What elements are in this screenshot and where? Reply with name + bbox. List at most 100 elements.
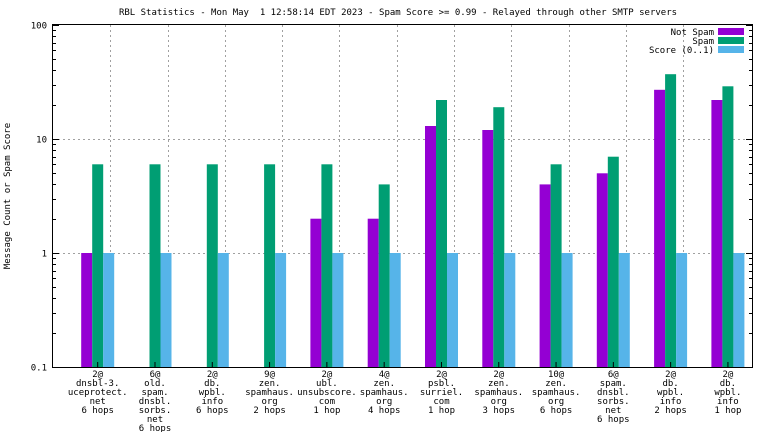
x-tick-label: spamhaus. [360, 388, 409, 398]
x-tick-label: 1 hop [428, 406, 455, 416]
x-tick-label: 6 hops [139, 424, 172, 432]
x-tick-label: spam. [600, 379, 627, 389]
bar-score-0-1 [447, 253, 458, 367]
x-tick-label: 9@ [264, 370, 275, 380]
bar-not-spam [425, 126, 436, 367]
x-tick-label: zen. [259, 379, 281, 389]
x-tick-label: dnsbl-3. [76, 379, 119, 389]
x-tick-label: zen. [488, 379, 510, 389]
x-tick-label: wpbl. [199, 388, 226, 398]
bar-not-spam [596, 173, 608, 367]
x-tick-label: org [548, 397, 564, 407]
bar-spam [149, 164, 161, 367]
y-tick-label: 10 [36, 136, 47, 146]
bar-score-0-1 [618, 253, 630, 367]
x-tick-label: ubl. [316, 379, 338, 389]
x-tick-label: 2@ [92, 370, 103, 380]
bar-spam [264, 164, 276, 367]
x-tick-label: db. [204, 379, 220, 389]
x-tick-label: uceprotect. [68, 388, 128, 398]
bar-score-0-1 [217, 253, 229, 367]
x-tick-label: 4@ [379, 370, 390, 380]
y-tick-label: 100 [31, 22, 47, 32]
y-tick-label: 0.1 [31, 364, 47, 374]
x-tick-label: info [201, 397, 223, 407]
x-tick-label: 1 hop [313, 406, 340, 416]
x-tick-label: net [605, 406, 621, 416]
x-tick-label: com [433, 397, 449, 407]
x-tick-label: sorbs. [597, 397, 630, 407]
y-tick-label: 1 [42, 250, 47, 260]
x-tick-label: 6 hops [597, 415, 630, 425]
bar-score-0-1 [275, 253, 287, 367]
plot-frame [52, 24, 753, 368]
x-tick-label: dnsbl. [139, 397, 172, 407]
x-tick-label: 6 hops [196, 406, 229, 416]
bar-score-0-1 [561, 253, 573, 367]
x-tick-label: 6 hops [81, 406, 114, 416]
bar-score-0-1 [733, 253, 745, 367]
bar-not-spam [310, 218, 322, 367]
x-tick-label: old. [144, 379, 166, 389]
bar-spam [722, 86, 734, 368]
bar-score-0-1 [103, 253, 115, 367]
bar-not-spam [711, 100, 723, 367]
x-tick-label: 2@ [493, 370, 504, 380]
x-tick-label: org [491, 397, 507, 407]
x-tick-label: net [147, 415, 163, 425]
x-tick-label: 3 hops [483, 406, 516, 416]
bar-not-spam [367, 218, 379, 367]
bar-spam [665, 74, 677, 367]
x-tick-label: com [319, 397, 335, 407]
x-tick-label: info [660, 397, 682, 407]
legend-swatch [718, 46, 744, 53]
bar-spam [550, 164, 562, 367]
legend-swatch [718, 28, 744, 35]
x-tick-label: spam. [141, 388, 168, 398]
x-tick-label: zen. [545, 379, 567, 389]
bar-not-spam [654, 89, 666, 368]
x-tick-label: info [717, 397, 739, 407]
bar-spam [321, 164, 333, 367]
x-tick-label: wpbl. [657, 388, 684, 398]
bar-spam [206, 164, 218, 367]
bar-spam [92, 164, 104, 367]
x-tick-label: net [90, 397, 106, 407]
x-tick-label: 2 hops [253, 406, 286, 416]
x-tick-label: 6 hops [540, 406, 573, 416]
chart-title: RBL Statistics - Mon May 1 12:58:14 EDT … [119, 8, 677, 18]
legend-label: Spam [692, 37, 714, 47]
x-tick-label: org [261, 397, 277, 407]
y-axis-label: Message Count or Spam Score [3, 123, 13, 269]
x-tick-label: psbl. [428, 379, 455, 389]
bar-score-0-1 [160, 253, 172, 367]
bar-spam [436, 100, 447, 367]
legend-swatch [718, 37, 744, 44]
x-tick-label: 2@ [207, 370, 218, 380]
x-tick-label: 2@ [436, 370, 447, 380]
x-tick-label: unsubscore. [297, 388, 357, 398]
x-tick-label: dnsbl. [597, 388, 630, 398]
bars-layer [81, 74, 745, 368]
x-tick-label: db. [662, 379, 678, 389]
bar-spam [607, 156, 619, 367]
x-tick-label: 4 hops [368, 406, 401, 416]
x-tick-label: 1 hop [714, 406, 741, 416]
x-tick-label: spamhaus. [474, 388, 523, 398]
x-tick-label: sorbs. [139, 406, 172, 416]
x-tick-label: db. [720, 379, 736, 389]
x-tick-label: zen. [373, 379, 395, 389]
bar-spam [493, 107, 505, 367]
x-tick-label: 2@ [321, 370, 332, 380]
bar-spam [378, 184, 390, 367]
legend-label: Not Spam [671, 28, 714, 38]
x-tick-label: spamhaus. [532, 388, 581, 398]
x-tick-label: 6@ [150, 370, 161, 380]
x-tick-label: 2@ [665, 370, 676, 380]
x-tick-label: 2@ [722, 370, 733, 380]
bar-not-spam [81, 253, 93, 367]
legend-label: Score (0..1) [649, 46, 714, 56]
bar-score-0-1 [389, 253, 401, 367]
